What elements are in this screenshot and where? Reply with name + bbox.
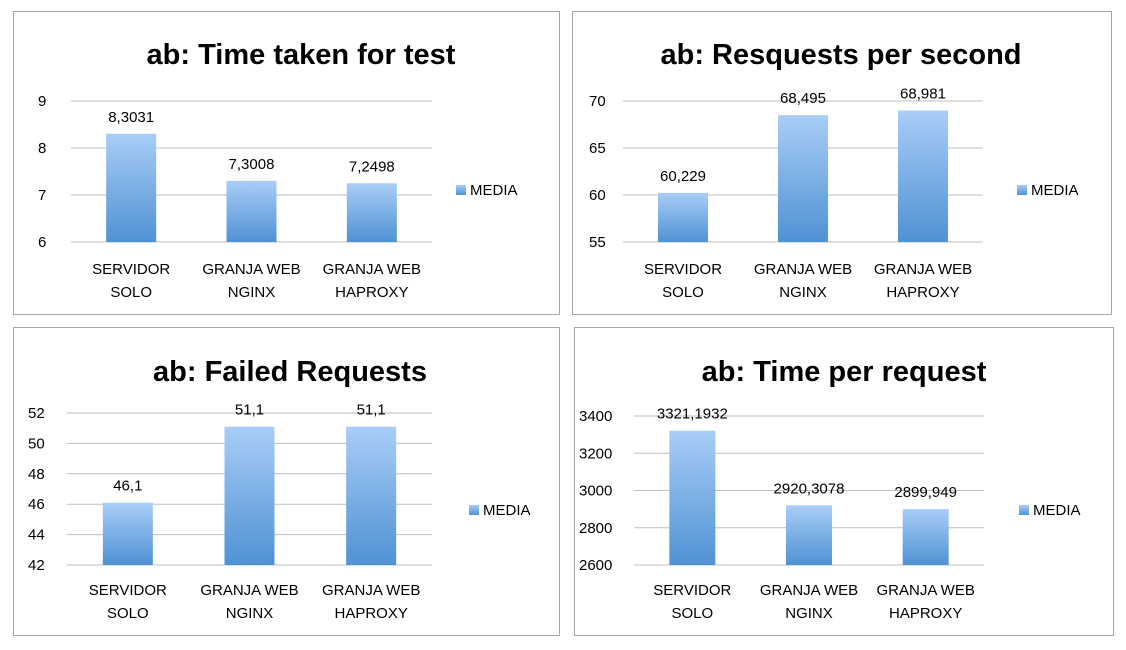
- x-tick-label: HAPROXY: [886, 284, 959, 301]
- legend-label: MEDIA: [470, 182, 518, 199]
- data-label: 2899,949: [894, 484, 957, 501]
- x-tick-label: SERVIDOR: [92, 261, 170, 278]
- chart-panel-requests-per-second: ab: Resquests per second 55 60 65 70 60,229 SE…: [572, 11, 1112, 315]
- y-tick-label: 50: [28, 435, 45, 452]
- y-tick-label: 42: [28, 557, 45, 574]
- legend-label: MEDIA: [483, 502, 531, 519]
- chart-panel-time-per-request: ab: Time per request 2600 2800 3000 3200 3400…: [574, 327, 1114, 636]
- data-label: 68,495: [780, 90, 826, 107]
- y-tick-label: 60: [589, 187, 606, 204]
- data-label: 3321,1932: [657, 406, 728, 423]
- y-tick-label: 55: [589, 234, 606, 251]
- bar: [102, 502, 153, 565]
- x-tick-label: NGINX: [226, 605, 274, 622]
- bar: [658, 192, 708, 242]
- data-label: 51,1: [357, 402, 386, 419]
- chart-svg: ab: Time per request 2600 2800 3000 3200 3400…: [579, 356, 1081, 622]
- chart-svg: ab: Resquests per second 55 60 65 70 60,229 SE…: [589, 39, 1079, 301]
- y-tick-label: 3400: [579, 408, 612, 425]
- legend: MEDIA: [1017, 182, 1079, 199]
- legend-swatch: [469, 505, 479, 515]
- x-tick-label: GRANJA WEB: [202, 261, 300, 278]
- legend: MEDIA: [456, 182, 518, 199]
- data-label: 7,3008: [229, 156, 275, 173]
- y-tick-label: 8: [38, 140, 46, 157]
- y-tick-label: 52: [28, 405, 45, 422]
- chart-svg: ab: Time taken for test 6 7 8 9 8,3031 SERVIDO…: [38, 39, 518, 301]
- y-tick-label: 6: [38, 234, 46, 251]
- legend-swatch: [1017, 185, 1027, 195]
- chart-title: ab: Failed Requests: [153, 356, 427, 388]
- x-tick-label: HAPROXY: [889, 605, 962, 622]
- data-label: 2920,3078: [774, 480, 845, 497]
- chart-panel-failed-requests: ab: Failed Requests 42 44 46 48 50 52 46,1 SERVI…: [13, 327, 560, 636]
- bar: [786, 505, 832, 565]
- x-tick-label: HAPROXY: [334, 605, 407, 622]
- legend-swatch: [456, 185, 466, 195]
- bar: [778, 115, 828, 242]
- bar: [669, 430, 716, 565]
- x-tick-label: HAPROXY: [335, 284, 408, 301]
- y-tick-label: 9: [38, 93, 46, 110]
- y-tick-label: 48: [28, 466, 45, 483]
- bar: [346, 426, 397, 565]
- data-label: 8,3031: [108, 109, 154, 126]
- x-tick-label: GRANJA WEB: [200, 582, 298, 599]
- chart-svg: ab: Failed Requests 42 44 46 48 50 52 46,1 SERVI…: [28, 356, 531, 622]
- data-label: 68,981: [900, 86, 946, 103]
- y-tick-label: 7: [38, 187, 46, 204]
- chart-title: ab: Time taken for test: [147, 39, 456, 71]
- x-tick-label: SOLO: [671, 605, 713, 622]
- y-tick-label: 2600: [579, 557, 612, 574]
- y-tick-label: 3200: [579, 445, 612, 462]
- data-label: 46,1: [113, 478, 142, 495]
- x-tick-label: SOLO: [110, 284, 152, 301]
- x-tick-label: SERVIDOR: [89, 582, 167, 599]
- x-tick-label: GRANJA WEB: [876, 582, 974, 599]
- x-tick-label: SERVIDOR: [653, 582, 731, 599]
- data-label: 51,1: [235, 402, 264, 419]
- y-tick-label: 70: [589, 93, 606, 110]
- bar: [346, 183, 397, 242]
- data-label: 60,229: [660, 168, 706, 185]
- legend-label: MEDIA: [1033, 502, 1081, 519]
- legend-swatch: [1019, 505, 1029, 515]
- y-tick-label: 2800: [579, 520, 612, 537]
- x-tick-label: SOLO: [107, 605, 149, 622]
- x-tick-label: GRANJA WEB: [874, 261, 972, 278]
- y-tick-label: 65: [589, 140, 606, 157]
- chart-title: ab: Resquests per second: [661, 39, 1022, 71]
- legend: MEDIA: [1019, 502, 1081, 519]
- chart-title: ab: Time per request: [702, 356, 987, 388]
- legend: MEDIA: [469, 502, 531, 519]
- chart-panel-time-taken: ab: Time taken for test 6 7 8 9 8,3031 SERVIDO…: [13, 11, 560, 315]
- x-tick-label: NGINX: [785, 605, 833, 622]
- x-tick-label: SOLO: [662, 284, 704, 301]
- bar: [898, 110, 948, 242]
- legend-label: MEDIA: [1031, 182, 1079, 199]
- bar: [902, 509, 949, 565]
- y-tick-label: 3000: [579, 483, 612, 500]
- y-tick-label: 46: [28, 496, 45, 513]
- x-tick-label: GRANJA WEB: [754, 261, 852, 278]
- bar: [224, 426, 275, 565]
- x-tick-label: GRANJA WEB: [323, 261, 421, 278]
- bar: [106, 133, 157, 242]
- x-tick-label: NGINX: [779, 284, 827, 301]
- data-label: 7,2498: [349, 158, 395, 175]
- x-tick-label: NGINX: [228, 284, 276, 301]
- bar: [226, 180, 277, 242]
- x-tick-label: SERVIDOR: [644, 261, 722, 278]
- y-tick-label: 44: [28, 527, 45, 544]
- x-tick-label: GRANJA WEB: [322, 582, 420, 599]
- x-tick-label: GRANJA WEB: [760, 582, 858, 599]
